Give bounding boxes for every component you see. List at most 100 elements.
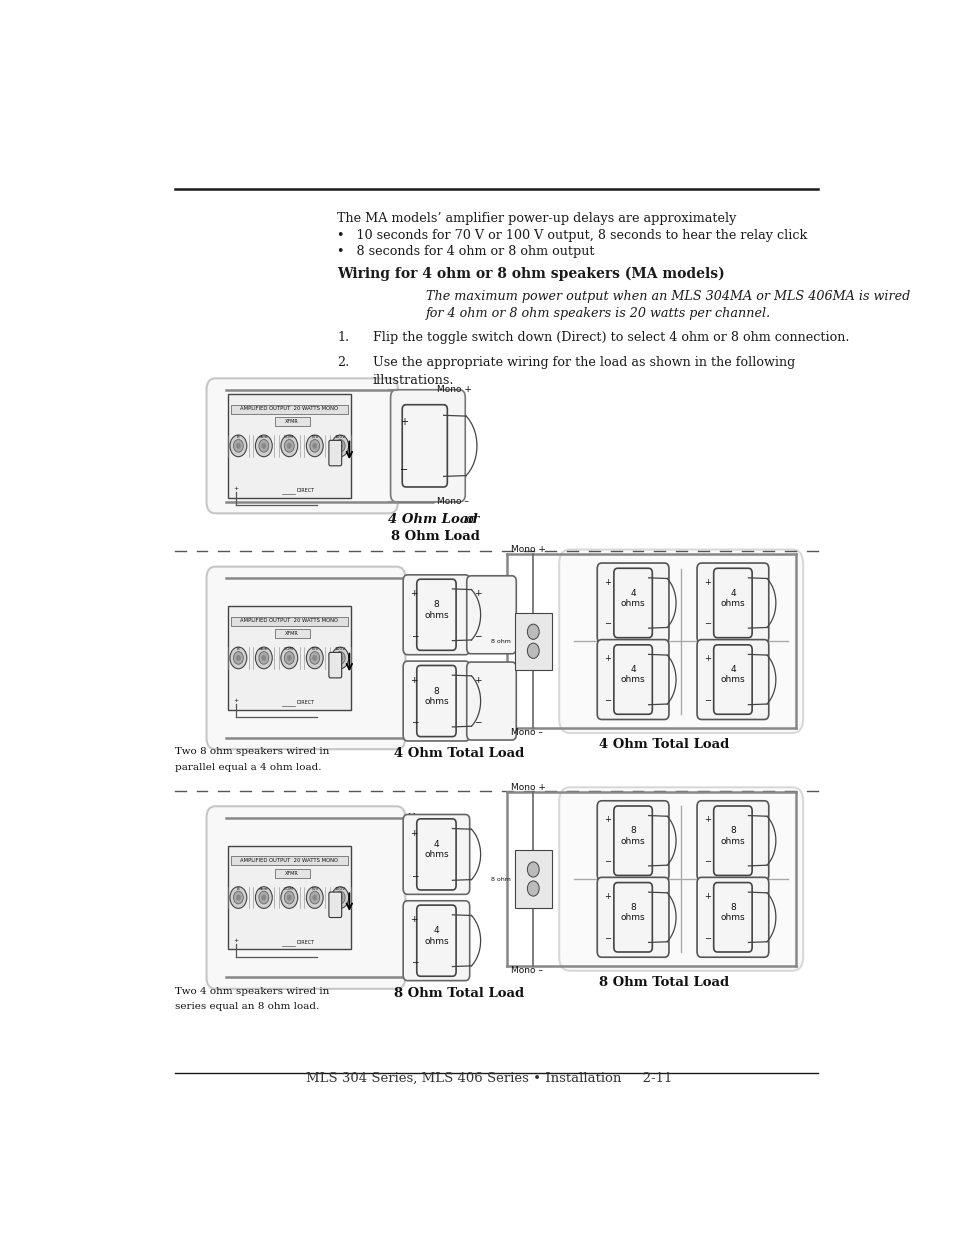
FancyBboxPatch shape <box>613 645 652 714</box>
Bar <box>228 606 351 710</box>
Circle shape <box>255 647 272 668</box>
Text: −: − <box>474 631 481 640</box>
Text: parallel equal a 4 ohm load.: parallel equal a 4 ohm load. <box>174 762 321 772</box>
Bar <box>515 851 551 908</box>
Text: +: + <box>474 676 481 684</box>
Text: −: − <box>703 934 710 942</box>
Circle shape <box>335 652 345 664</box>
Circle shape <box>332 435 348 457</box>
Text: 100V: 100V <box>335 887 346 890</box>
Text: 8
ohms: 8 ohms <box>424 687 448 706</box>
Text: +: + <box>603 815 610 824</box>
Text: 4 Ohm Total Load: 4 Ohm Total Load <box>394 747 524 761</box>
Circle shape <box>287 656 291 661</box>
FancyBboxPatch shape <box>416 905 456 976</box>
Text: or: or <box>465 514 479 526</box>
Text: 8 Ohm Total Load: 8 Ohm Total Load <box>394 987 524 1000</box>
Text: COM: COM <box>284 887 294 890</box>
Circle shape <box>236 656 240 661</box>
FancyBboxPatch shape <box>206 378 397 514</box>
Circle shape <box>527 862 538 877</box>
Text: XFMR: XFMR <box>284 420 298 425</box>
Circle shape <box>335 892 345 904</box>
FancyBboxPatch shape <box>613 883 652 952</box>
Text: −: − <box>603 620 610 629</box>
FancyBboxPatch shape <box>597 640 668 720</box>
Text: +: + <box>703 578 710 587</box>
Text: Mono –: Mono – <box>436 498 469 506</box>
Circle shape <box>258 440 269 452</box>
FancyBboxPatch shape <box>697 640 768 720</box>
Text: Mono +: Mono + <box>407 573 442 583</box>
Text: Two 4 ohm speakers wired in: Two 4 ohm speakers wired in <box>174 987 329 995</box>
Text: +: + <box>233 937 238 944</box>
Circle shape <box>233 440 243 452</box>
Circle shape <box>313 895 316 900</box>
FancyBboxPatch shape <box>416 666 456 736</box>
Text: •   10 seconds for 70 V or 100 V output, 8 seconds to hear the relay click: • 10 seconds for 70 V or 100 V output, 8… <box>337 228 807 242</box>
Text: 4
ohms: 4 ohms <box>620 589 645 608</box>
Circle shape <box>337 656 342 661</box>
FancyBboxPatch shape <box>713 568 751 637</box>
Bar <box>231 856 348 866</box>
Text: 100V: 100V <box>335 435 346 440</box>
Text: −: − <box>400 464 408 474</box>
Text: +: + <box>703 815 710 824</box>
Circle shape <box>258 652 269 664</box>
FancyBboxPatch shape <box>697 563 768 643</box>
Text: +: + <box>410 915 417 924</box>
FancyBboxPatch shape <box>206 806 405 989</box>
Circle shape <box>287 895 291 900</box>
Text: −: − <box>603 697 610 705</box>
Text: 8 Ohm Load: 8 Ohm Load <box>391 531 479 543</box>
Text: Mono +: Mono + <box>436 385 472 394</box>
Text: Mono +: Mono + <box>511 546 545 555</box>
Text: 8
ohms: 8 ohms <box>720 826 744 846</box>
Text: 4
ohms: 4 ohms <box>424 926 448 946</box>
FancyBboxPatch shape <box>697 877 768 957</box>
Text: 70V: 70V <box>310 647 318 651</box>
FancyBboxPatch shape <box>206 567 405 750</box>
FancyBboxPatch shape <box>597 800 668 881</box>
Text: +: + <box>603 655 610 663</box>
Text: 4 Ohm Load: 4 Ohm Load <box>388 514 482 526</box>
Text: +: + <box>233 698 238 703</box>
Text: +: + <box>410 829 417 839</box>
Text: illustrations.: illustrations. <box>373 373 454 387</box>
Text: AMPLIFIED OUTPUT  20 WATTS MONO: AMPLIFIED OUTPUT 20 WATTS MONO <box>240 857 338 862</box>
Circle shape <box>230 435 247 457</box>
Text: for 4 ohm or 8 ohm speakers is 20 watts per channel.: for 4 ohm or 8 ohm speakers is 20 watts … <box>426 308 770 320</box>
Text: XFMR: XFMR <box>284 631 298 636</box>
FancyBboxPatch shape <box>416 579 456 651</box>
Text: −: − <box>474 718 481 726</box>
Circle shape <box>306 647 323 668</box>
Text: +: + <box>400 417 408 427</box>
Bar <box>275 869 310 878</box>
Text: DIRECT: DIRECT <box>296 940 314 945</box>
Text: AMPLIFIED OUTPUT  20 WATTS MONO: AMPLIFIED OUTPUT 20 WATTS MONO <box>240 618 338 622</box>
FancyBboxPatch shape <box>713 883 751 952</box>
Text: 8
ohms: 8 ohms <box>720 903 744 923</box>
Circle shape <box>280 887 297 909</box>
Circle shape <box>236 895 240 900</box>
FancyBboxPatch shape <box>597 563 668 643</box>
FancyBboxPatch shape <box>329 652 341 678</box>
Text: DIRECT: DIRECT <box>296 488 314 493</box>
Circle shape <box>337 895 342 900</box>
FancyBboxPatch shape <box>390 390 465 501</box>
Text: Mono –: Mono – <box>511 729 542 737</box>
Text: XFMR: XFMR <box>284 871 298 876</box>
Text: −: − <box>703 857 710 866</box>
Bar <box>228 394 351 498</box>
Text: 70V: 70V <box>310 435 318 440</box>
Text: Mono –: Mono – <box>511 966 542 974</box>
Text: series equal an 8 ohm load.: series equal an 8 ohm load. <box>174 1002 318 1011</box>
FancyBboxPatch shape <box>558 550 802 734</box>
Text: +: + <box>474 589 481 598</box>
Circle shape <box>313 656 316 661</box>
Circle shape <box>284 892 294 904</box>
Circle shape <box>261 656 266 661</box>
Text: 4
ohms: 4 ohms <box>720 666 744 684</box>
FancyBboxPatch shape <box>403 574 469 655</box>
Text: Two 8 ohm speakers wired in: Two 8 ohm speakers wired in <box>174 747 329 756</box>
